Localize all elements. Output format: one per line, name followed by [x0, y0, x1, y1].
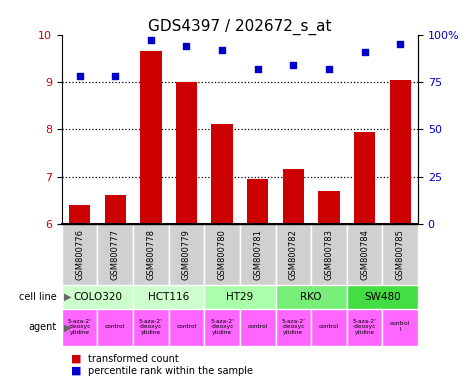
Bar: [133, 309, 169, 346]
Bar: [169, 309, 204, 346]
Point: [396, 41, 404, 47]
Text: 5-aza-2'
-deoxyc
ytidine: 5-aza-2' -deoxyc ytidine: [67, 319, 92, 335]
Text: COLO320: COLO320: [73, 292, 122, 302]
Text: GSM800776: GSM800776: [75, 229, 84, 280]
Text: 5-aza-2'
-deoxyc
ytidine: 5-aza-2' -deoxyc ytidine: [210, 319, 234, 335]
Point: [289, 62, 297, 68]
Text: ▶: ▶: [64, 292, 72, 302]
Bar: [133, 224, 169, 285]
Bar: [276, 309, 311, 346]
Bar: [69, 205, 90, 224]
Text: RKO: RKO: [300, 292, 322, 302]
Text: ▶: ▶: [64, 322, 72, 333]
Text: HCT116: HCT116: [148, 292, 189, 302]
Point: [182, 43, 190, 49]
Bar: [382, 224, 418, 285]
Text: transformed count: transformed count: [88, 354, 179, 364]
Bar: [318, 191, 340, 224]
Bar: [247, 179, 268, 224]
Text: GSM800781: GSM800781: [253, 229, 262, 280]
Point: [111, 73, 119, 79]
Text: percentile rank within the sample: percentile rank within the sample: [88, 366, 253, 376]
Text: 5-aza-2'
-deoxyc
ytidine: 5-aza-2' -deoxyc ytidine: [281, 319, 305, 335]
Bar: [211, 124, 233, 224]
Bar: [347, 309, 382, 346]
Text: 5-aza-2'
-deoxyc
ytidine: 5-aza-2' -deoxyc ytidine: [139, 319, 163, 335]
Bar: [204, 224, 240, 285]
Text: GSM800778: GSM800778: [146, 229, 155, 280]
Text: control: control: [105, 324, 125, 329]
Point: [361, 48, 369, 55]
Text: control: control: [319, 324, 339, 329]
Bar: [390, 79, 411, 224]
Text: GSM800779: GSM800779: [182, 229, 191, 280]
Bar: [347, 285, 418, 309]
Bar: [169, 224, 204, 285]
Text: GSM800777: GSM800777: [111, 229, 120, 280]
Text: GSM800785: GSM800785: [396, 229, 405, 280]
Text: GSM800784: GSM800784: [360, 229, 369, 280]
Bar: [204, 309, 240, 346]
Bar: [311, 309, 347, 346]
Text: ■: ■: [71, 366, 82, 376]
Point: [76, 73, 84, 79]
Bar: [311, 224, 347, 285]
Point: [218, 46, 226, 53]
Text: HT29: HT29: [226, 292, 254, 302]
Point: [147, 37, 155, 43]
Bar: [62, 309, 97, 346]
Bar: [97, 224, 133, 285]
Bar: [354, 132, 375, 224]
Bar: [240, 224, 276, 285]
Bar: [62, 285, 133, 309]
Title: GDS4397 / 202672_s_at: GDS4397 / 202672_s_at: [148, 18, 332, 35]
Bar: [204, 285, 276, 309]
Text: GSM800783: GSM800783: [324, 229, 333, 280]
Bar: [62, 224, 97, 285]
Bar: [104, 195, 126, 224]
Text: ■: ■: [71, 354, 82, 364]
Bar: [347, 224, 382, 285]
Bar: [382, 309, 418, 346]
Text: SW480: SW480: [364, 292, 401, 302]
Bar: [240, 309, 276, 346]
Bar: [140, 51, 162, 224]
Bar: [97, 309, 133, 346]
Point: [254, 66, 261, 72]
Bar: [133, 285, 204, 309]
Text: control: control: [247, 324, 268, 329]
Text: control: control: [176, 324, 197, 329]
Point: [325, 66, 332, 72]
Text: agent: agent: [29, 322, 57, 333]
Text: control
l: control l: [390, 321, 410, 332]
Bar: [176, 82, 197, 224]
Text: 5-aza-2'
-deoxyc
ytidine: 5-aza-2' -deoxyc ytidine: [352, 319, 377, 335]
Bar: [276, 285, 347, 309]
Bar: [283, 169, 304, 224]
Bar: [276, 224, 311, 285]
Text: GSM800782: GSM800782: [289, 229, 298, 280]
Text: cell line: cell line: [19, 292, 57, 302]
Text: GSM800780: GSM800780: [218, 229, 227, 280]
